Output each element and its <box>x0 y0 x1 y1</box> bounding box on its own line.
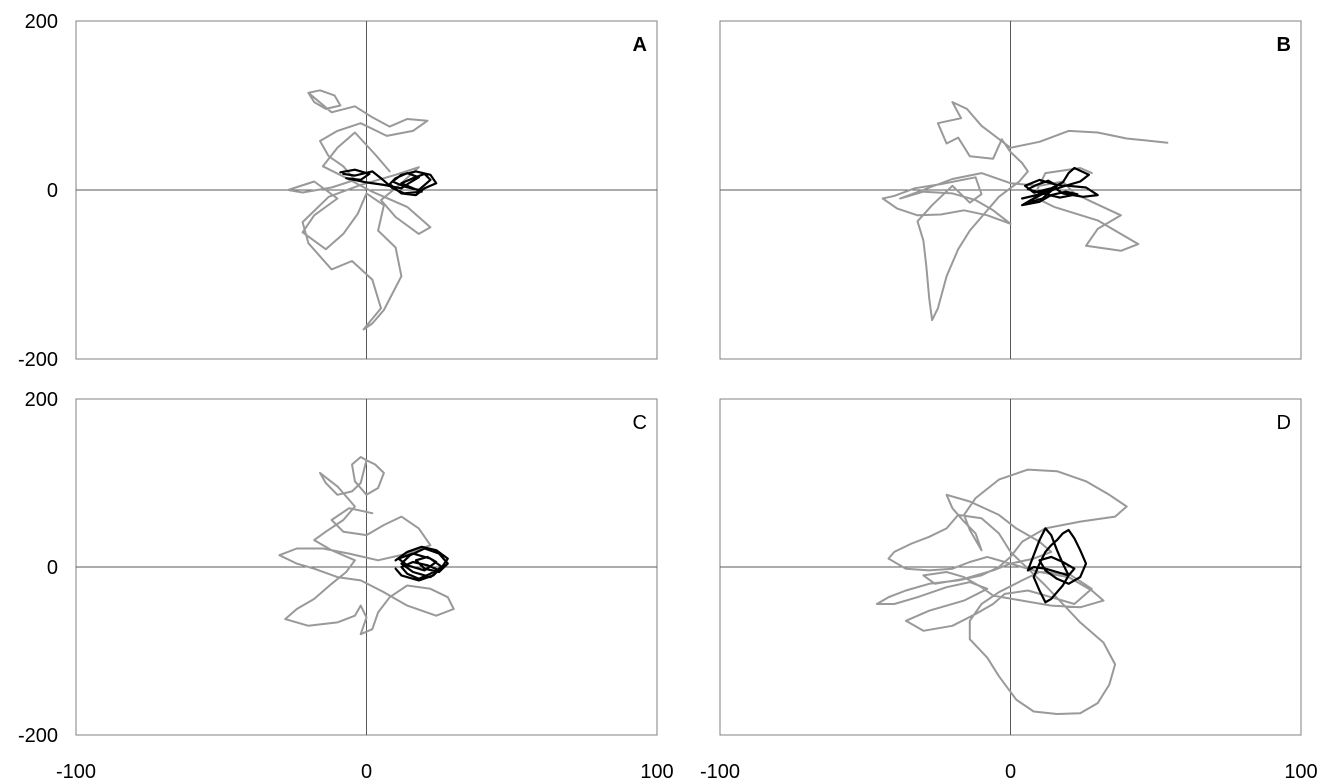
chart-panels: A 200 0 -200 B C 200 0 -200 -100 0 100 D -100 0 100 <box>18 11 1318 783</box>
x-tick-label-d: -100 <box>700 761 740 783</box>
panel-d: D -100 0 100 <box>700 398 1318 783</box>
panel-label-d: D <box>1277 412 1291 434</box>
y-tick-label-c: 200 <box>25 389 58 411</box>
y-tick-label-a: 0 <box>47 180 58 202</box>
trace-black-d <box>1026 527 1088 604</box>
y-tick-label-a: 200 <box>25 11 58 33</box>
panel-label-b: B <box>1277 34 1291 56</box>
y-tick-label-c: 0 <box>47 557 58 579</box>
trace-black-b <box>1021 166 1099 207</box>
trace-black-a <box>339 168 438 197</box>
panel-b: B <box>719 20 1302 360</box>
x-tick-label-c: 0 <box>361 761 372 783</box>
trace-gray-b <box>881 101 1169 322</box>
x-tick-label-d: 0 <box>1005 761 1016 783</box>
y-tick-label-a: -200 <box>18 349 58 371</box>
x-tick-label-d: 100 <box>1284 761 1317 783</box>
trace-black-c <box>394 545 449 582</box>
trace-gray-a <box>287 89 432 331</box>
x-tick-label-c: 100 <box>640 761 673 783</box>
trace-gray-d <box>875 468 1128 715</box>
trace-gray-c <box>278 456 455 636</box>
x-tick-label-c: -100 <box>56 761 96 783</box>
panel-label-a: A <box>633 34 647 56</box>
panel-label-c: C <box>633 412 647 434</box>
panel-c: C 200 0 -200 -100 0 100 <box>18 389 674 783</box>
y-tick-label-c: -200 <box>18 725 58 747</box>
panel-a: A 200 0 -200 <box>18 11 658 371</box>
